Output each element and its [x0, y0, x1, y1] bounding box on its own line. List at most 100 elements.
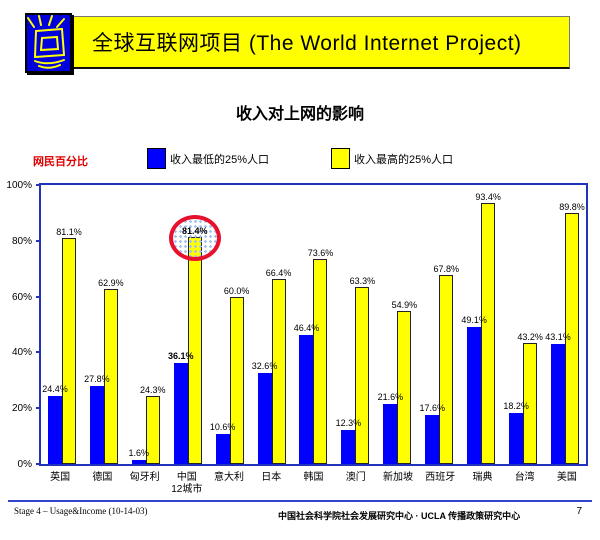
- bar-value-label: 49.1%: [461, 315, 487, 326]
- category-label: 中国 12城市: [171, 472, 203, 495]
- bar-value-label: 10.6%: [209, 422, 236, 433]
- bar-value-label: 93.4%: [475, 192, 501, 203]
- category-label: 意大利: [214, 472, 245, 483]
- category-label: 德国: [92, 472, 113, 483]
- category-label: 瑞典: [472, 472, 493, 483]
- bar-value-label: 12.3%: [335, 417, 362, 428]
- y-tick-mark: [36, 184, 41, 186]
- bar-value-label: 18.2%: [503, 401, 529, 412]
- bar-value-label: 1.6%: [128, 447, 150, 458]
- bar-group: 18.2% 43.2%: [502, 185, 544, 464]
- bar-value-label: 27.8%: [84, 374, 110, 385]
- x-axis-categories: 英国 德国 匈牙利 中国 12城市 意大利 日本 韩国 澳门 新加坡 西班牙 瑞典 台湾 美国: [39, 472, 588, 496]
- header-title: 全球互联网项目 (The World Internet Project): [92, 32, 522, 55]
- low-income-bar: 46.4%: [294, 323, 319, 464]
- bar-group: 12.3% 63.3%: [334, 185, 376, 464]
- low-income-bar: 36.1%: [168, 351, 193, 464]
- header-banner: 全球互联网项目 (The World Internet Project): [55, 16, 570, 69]
- high-income-bar: 62.9%: [98, 278, 124, 464]
- monitor-rays-icon: [27, 15, 66, 69]
- low-income-bar: 43.1%: [545, 332, 571, 464]
- high-income-bar: 93.4%: [475, 192, 501, 464]
- y-tick-label: 20%: [11, 403, 32, 415]
- bar-value-label: 43.2%: [517, 332, 543, 343]
- y-tick-label: 40%: [11, 347, 32, 359]
- high-income-bar: 89.8%: [559, 202, 585, 464]
- high-income-bar: 81.1%: [56, 227, 82, 464]
- bar-value-label: 24.3%: [140, 385, 166, 396]
- bar-value-label: 73.6%: [307, 247, 334, 258]
- bar-value-label: 17.6%: [419, 402, 446, 413]
- low-income-bar: 18.2%: [503, 401, 529, 464]
- high-income-bar: 63.3%: [350, 276, 375, 464]
- footer-org-text: 中国社会科学院社会发展研究中心 · UCLA 传播政策研究中心: [278, 511, 521, 521]
- low-income-bar: 1.6%: [129, 448, 149, 464]
- bar-value-label: 81.4%: [181, 225, 208, 236]
- high-income-bar: 60.0%: [224, 286, 249, 464]
- high-income-bar: 24.3%: [140, 385, 166, 464]
- category-label: 澳门: [345, 472, 366, 483]
- y-tick-mark: [36, 463, 41, 465]
- plot-area: 0% 20% 40% 60% 80% 100% 24.4% 81.1% 27.8% 62.9% 1.…: [6, 180, 586, 470]
- category-label: 日本: [261, 472, 282, 483]
- bar-value-label: 60.0%: [223, 285, 250, 296]
- bar-group: 24.4% 81.1%: [41, 185, 83, 464]
- y-tick-label: 0%: [17, 459, 32, 470]
- bar-value-label: 32.6%: [251, 361, 278, 372]
- bar-group: 32.6% 66.4%: [251, 185, 293, 464]
- low-income-bar: 21.6%: [378, 392, 403, 464]
- low-income-bar: 24.4%: [42, 384, 68, 464]
- highlight-ellipse: [168, 214, 221, 261]
- bar-value-label: 21.6%: [377, 391, 404, 402]
- legend-swatch-yellow: [331, 148, 350, 169]
- bar-group: 17.6% 67.8%: [418, 185, 460, 464]
- footer-stage-text: Stage 4 – Usage&Income (10-14-03): [14, 506, 148, 516]
- bar-value-label: 67.8%: [433, 263, 460, 274]
- logo-icon: [25, 13, 72, 73]
- y-tick-mark: [36, 295, 41, 298]
- low-income-bar: 27.8%: [84, 374, 110, 464]
- chart-frame: 0% 20% 40% 60% 80% 100% 24.4% 81.1% 27.8% 62.9% 1.…: [6, 180, 588, 470]
- high-income-bar: 73.6%: [308, 248, 333, 464]
- footer-divider: [8, 500, 592, 502]
- y-tick-mark: [36, 239, 41, 242]
- legend-swatch-blue: [146, 148, 166, 169]
- legend-item: 收入最低的25%人口: [146, 148, 269, 169]
- bar-value-label: 63.3%: [349, 276, 376, 287]
- category-label: 韩国: [303, 472, 324, 483]
- bar-group: 21.6% 54.9%: [376, 185, 418, 464]
- category-label: 新加坡: [382, 472, 413, 483]
- bar-value-label: 36.1%: [167, 351, 194, 362]
- bar-value-label: 62.9%: [98, 277, 124, 288]
- y-tick-label: 60%: [11, 291, 32, 303]
- bar-group: 43.1% 89.8%: [544, 185, 586, 464]
- low-income-bar: 32.6%: [252, 361, 277, 464]
- y-tick-mark: [36, 351, 41, 354]
- legend-item: 收入最高的25%人口: [331, 148, 453, 169]
- bar-value-label: 46.4%: [293, 322, 320, 333]
- bar-value-label: 24.4%: [42, 383, 68, 394]
- category-label: 匈牙利: [129, 472, 160, 483]
- bar-value-label: 89.8%: [559, 202, 585, 213]
- low-income-bar: 17.6%: [419, 403, 445, 464]
- chart-legend: 收入最低的25%人口 收入最高的25%人口: [0, 148, 600, 169]
- high-income-bar: 43.2%: [517, 332, 543, 464]
- chart-title: 收入对上网的影响: [235, 106, 364, 123]
- page-number: 7: [576, 506, 582, 517]
- category-label: 美国: [556, 472, 577, 483]
- legend-label: 收入最低的25%人口: [169, 153, 269, 166]
- bar-value-label: 81.1%: [56, 226, 82, 237]
- bar-group: 1.6% 24.3%: [125, 185, 167, 464]
- bar-group: 46.4% 73.6%: [293, 185, 335, 464]
- low-income-bar: 10.6%: [210, 422, 235, 464]
- y-axis-label: 网民百分比: [33, 156, 88, 168]
- bar-value-label: 43.1%: [545, 331, 571, 342]
- category-label: 英国: [50, 472, 71, 483]
- y-tick-label: 80%: [11, 235, 32, 247]
- high-income-bar: 81.4%: [168, 214, 221, 464]
- high-income-bar: 54.9%: [392, 300, 417, 464]
- bar-group: 27.8% 62.9%: [83, 185, 125, 464]
- high-income-bar: 66.4%: [266, 268, 291, 464]
- bar-group: 10.6% 60.0%: [209, 185, 251, 464]
